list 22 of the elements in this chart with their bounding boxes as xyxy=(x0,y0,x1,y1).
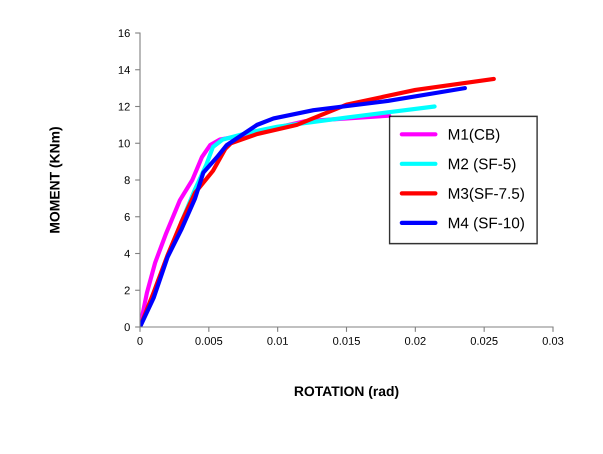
x-tick-label: 0.025 xyxy=(470,337,498,345)
y-tick-label: 14 xyxy=(118,66,130,74)
x-tick-label: 0.03 xyxy=(542,337,564,345)
y-tick-label: 8 xyxy=(124,176,130,184)
y-tick-label: 0 xyxy=(124,323,130,332)
x-tick-label: 0.005 xyxy=(195,337,222,345)
x-tick-label: 0 xyxy=(137,337,143,345)
y-axis-title: MOMENT (KNm) xyxy=(49,127,62,233)
x-tick-label: 0.02 xyxy=(404,337,426,345)
y-tick-label: 16 xyxy=(118,29,130,38)
y-tick-label: 12 xyxy=(118,102,130,111)
x-tick-label: 0.015 xyxy=(333,337,360,345)
legend-label: M2 (SF-5) xyxy=(448,158,516,172)
y-tick-label: 6 xyxy=(124,213,130,221)
x-tick-label: 0.01 xyxy=(267,337,288,345)
legend-label: M3(SF-7.5) xyxy=(448,188,524,202)
y-tick-label: 2 xyxy=(124,286,130,294)
y-tick-label: 10 xyxy=(118,140,130,148)
legend-label: M4 (SF-10) xyxy=(448,217,524,232)
legend-label: M1(CB) xyxy=(448,128,500,143)
y-tick-label: 4 xyxy=(124,250,130,258)
x-axis-title: ROTATION (rad) xyxy=(294,386,398,399)
